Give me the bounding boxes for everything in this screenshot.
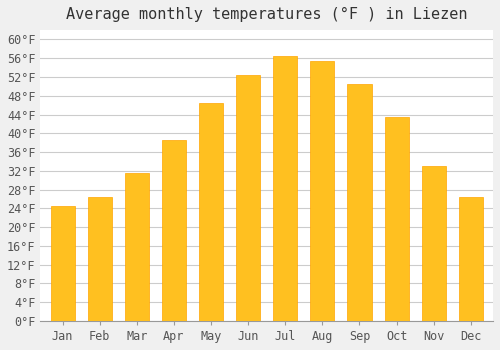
Bar: [199, 103, 223, 321]
Bar: [348, 84, 372, 321]
Bar: [236, 75, 260, 321]
Bar: [273, 56, 297, 321]
Bar: [458, 197, 483, 321]
Bar: [162, 140, 186, 321]
Bar: [422, 166, 446, 321]
Bar: [384, 117, 408, 321]
Bar: [124, 173, 149, 321]
Bar: [310, 61, 334, 321]
Title: Average monthly temperatures (°F ) in Liezen: Average monthly temperatures (°F ) in Li…: [66, 7, 468, 22]
Bar: [88, 197, 112, 321]
Bar: [50, 206, 74, 321]
